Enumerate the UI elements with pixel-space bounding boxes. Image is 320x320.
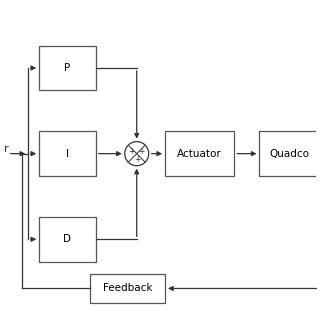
- Text: Quadco: Quadco: [269, 149, 309, 159]
- Bar: [165, 132, 234, 176]
- Text: I: I: [66, 149, 69, 159]
- Text: Actuator: Actuator: [177, 149, 222, 159]
- Bar: [39, 217, 96, 261]
- Bar: [39, 132, 96, 176]
- Bar: [90, 274, 165, 303]
- Text: +: +: [139, 147, 145, 156]
- Text: P: P: [64, 63, 71, 73]
- Text: D: D: [63, 234, 71, 244]
- Text: r: r: [4, 144, 8, 154]
- Text: Feedback: Feedback: [102, 284, 152, 293]
- Bar: [39, 46, 96, 90]
- Bar: [260, 132, 319, 176]
- Text: +: +: [134, 155, 141, 164]
- Text: +: +: [129, 147, 135, 156]
